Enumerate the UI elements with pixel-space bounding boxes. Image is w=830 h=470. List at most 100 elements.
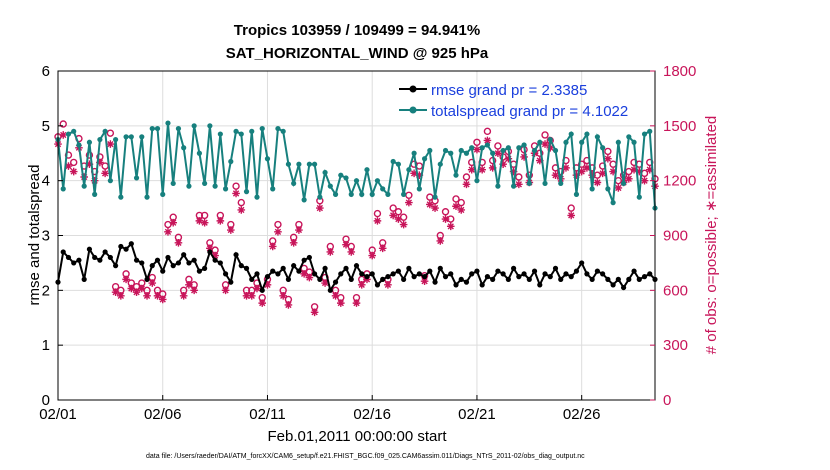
rmse-point bbox=[537, 282, 543, 288]
obs-assimilated-marker bbox=[216, 217, 225, 225]
obs-possible-marker bbox=[515, 173, 523, 181]
obs-possible-marker bbox=[394, 208, 403, 216]
totalspread-point bbox=[641, 131, 648, 137]
rmse-point bbox=[175, 260, 182, 266]
totalspread-point bbox=[175, 125, 182, 132]
obs-possible-marker bbox=[405, 191, 413, 199]
totalspread-point bbox=[259, 125, 265, 132]
obs-possible-marker bbox=[389, 204, 397, 212]
rmse-point bbox=[500, 271, 506, 277]
totalspread-point bbox=[385, 191, 391, 197]
rmse-point bbox=[479, 282, 485, 288]
totalspread-point bbox=[170, 180, 176, 187]
obs-assimilated-marker bbox=[268, 242, 277, 251]
totalspread-point bbox=[505, 145, 511, 151]
obs-assimilated-marker bbox=[101, 169, 109, 178]
obs-assimilated-marker bbox=[373, 217, 382, 225]
obs-assimilated-marker bbox=[195, 217, 204, 225]
rmse-point bbox=[317, 276, 323, 282]
rmse-point bbox=[406, 265, 412, 271]
obs-assimilated-marker bbox=[295, 226, 303, 234]
totalspread-point bbox=[312, 161, 318, 167]
totalspread-point bbox=[579, 139, 585, 145]
totalspread-point bbox=[516, 145, 522, 151]
rmse-point bbox=[641, 274, 648, 280]
rmse-point bbox=[594, 268, 600, 274]
legend-spread-label: totalspread grand pr = 4.1022 bbox=[431, 103, 628, 120]
obs-assimilated-marker bbox=[289, 239, 298, 247]
y-tick-label: 5 bbox=[42, 118, 50, 135]
rmse-point bbox=[322, 265, 328, 271]
totalspread-point bbox=[212, 183, 218, 189]
totalspread-point bbox=[463, 150, 470, 156]
rmse-point bbox=[505, 276, 511, 282]
y-tick-label: 6 bbox=[42, 63, 50, 80]
rmse-point bbox=[600, 271, 606, 277]
totalspread-point bbox=[123, 134, 129, 140]
rmse-point bbox=[254, 271, 260, 277]
totalspread-point bbox=[558, 180, 564, 187]
rmse-point bbox=[327, 287, 333, 293]
obs-possible-marker bbox=[609, 160, 617, 168]
totalspread-point bbox=[348, 191, 354, 197]
obs-assimilated-marker bbox=[64, 162, 73, 170]
rmse-point bbox=[212, 257, 218, 263]
obs-assimilated-marker bbox=[305, 273, 314, 282]
rmse-point bbox=[385, 274, 391, 280]
rmse-point bbox=[484, 274, 491, 280]
obs-assimilated-marker bbox=[80, 173, 88, 181]
totalspread-point bbox=[353, 178, 360, 184]
obs-assimilated-marker bbox=[504, 154, 513, 163]
totalspread-point bbox=[128, 134, 134, 140]
legend-spread-marker bbox=[409, 106, 417, 114]
obs-assimilated-marker bbox=[69, 167, 78, 176]
totalspread-point bbox=[306, 161, 312, 167]
obs-assimilated-marker bbox=[158, 295, 167, 304]
y2-axis-label: # of obs: o=possible; ∗=assimilated bbox=[703, 116, 720, 355]
obs-assimilated-marker bbox=[541, 140, 549, 148]
obs-possible-marker bbox=[541, 131, 549, 139]
rmse-point bbox=[181, 252, 187, 258]
obs-assimilated-marker bbox=[253, 284, 261, 293]
obs-assimilated-marker bbox=[258, 299, 267, 307]
obs-assimilated-marker bbox=[190, 286, 198, 295]
obs-assimilated-marker bbox=[609, 167, 617, 176]
totalspread-point bbox=[647, 128, 653, 134]
totalspread-point bbox=[238, 131, 244, 137]
totalspread-point bbox=[327, 183, 333, 189]
obs-assimilated-marker bbox=[462, 180, 471, 189]
rmse-point bbox=[202, 265, 208, 271]
rmse-point bbox=[118, 243, 124, 250]
y2-tick-label: 1500 bbox=[663, 118, 696, 135]
rmse-point bbox=[306, 254, 312, 261]
totalspread-point bbox=[526, 180, 532, 187]
totalspread-point bbox=[113, 136, 119, 143]
totalspread-point bbox=[139, 134, 145, 140]
obs-possible-marker bbox=[604, 147, 612, 156]
rmse-point bbox=[191, 257, 197, 263]
obs-assimilated-marker bbox=[441, 215, 450, 223]
rmse-point bbox=[275, 271, 281, 277]
totalspread-point bbox=[280, 128, 286, 134]
totalspread-point bbox=[395, 161, 401, 167]
totalspread-point bbox=[432, 194, 438, 200]
rmse-point bbox=[453, 282, 459, 288]
totalspread-point bbox=[228, 158, 234, 165]
obs-assimilated-marker bbox=[473, 145, 481, 154]
obs-assimilated-marker bbox=[499, 160, 507, 169]
totalspread-point bbox=[160, 191, 166, 197]
obs-assimilated-marker bbox=[551, 171, 560, 179]
obs-assimilated-marker bbox=[389, 211, 397, 220]
totalspread-point bbox=[102, 128, 108, 134]
y-axis-label: rmse and totalspread bbox=[26, 165, 43, 306]
x-tick-label: 02/16 bbox=[353, 406, 391, 423]
totalspread-point bbox=[600, 145, 606, 151]
rmse-point bbox=[511, 265, 517, 271]
obs-assimilated-marker bbox=[415, 171, 424, 179]
obs-possible-marker bbox=[567, 204, 575, 212]
rmse-point bbox=[552, 265, 559, 271]
x-tick-label: 02/06 bbox=[144, 406, 182, 423]
totalspread-point bbox=[552, 147, 559, 154]
totalspread-point bbox=[149, 125, 155, 132]
rmse-point bbox=[264, 274, 271, 280]
